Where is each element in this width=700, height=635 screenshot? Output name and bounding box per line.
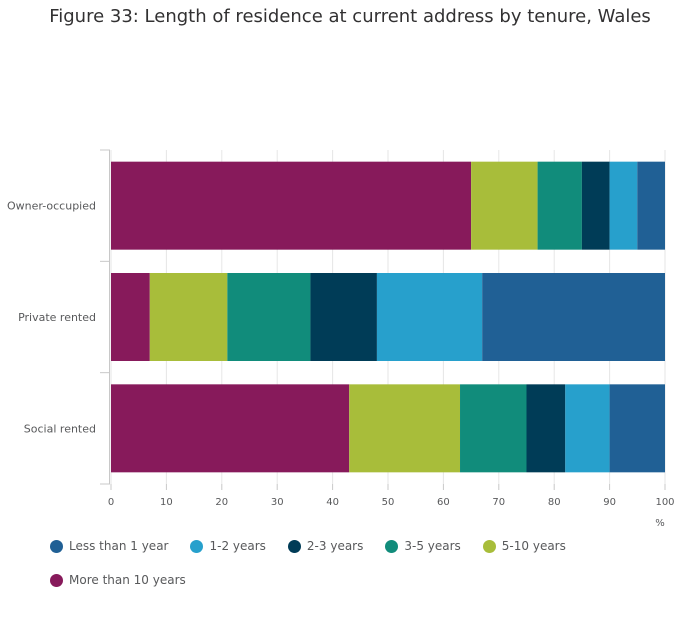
bar-private-rented-3-5-years[interactable] bbox=[227, 273, 311, 361]
x-tick-label: 20 bbox=[215, 497, 228, 508]
legend-label: 5-10 years bbox=[501, 539, 566, 553]
legend-label: 2-3 years bbox=[306, 539, 364, 553]
x-tick-label: 10 bbox=[160, 497, 173, 508]
legend-item[interactable]: Less than 1 year bbox=[50, 538, 168, 554]
x-tick-label: 80 bbox=[548, 497, 561, 508]
legend-swatch bbox=[287, 539, 301, 553]
x-tick-label: 90 bbox=[603, 497, 616, 508]
legend-swatch bbox=[50, 539, 63, 553]
legend-item[interactable]: 2-3 years bbox=[287, 538, 364, 554]
y-tick-label: Private rented bbox=[18, 311, 96, 324]
legend-item[interactable]: More than 10 years bbox=[50, 572, 186, 588]
bar-private-rented-less-than-1-year[interactable] bbox=[482, 273, 665, 361]
legend-swatch bbox=[482, 539, 496, 553]
x-tick-label: 60 bbox=[437, 497, 450, 508]
bar-social-rented-2-3-years[interactable] bbox=[526, 384, 566, 473]
bar-owner-occupied-3-5-years[interactable] bbox=[537, 161, 582, 250]
bar-owner-occupied-more-than-10-years[interactable] bbox=[111, 161, 472, 250]
legend-label: 1-2 years bbox=[209, 539, 266, 553]
bar-private-rented-more-than-10-years[interactable] bbox=[111, 273, 150, 361]
bar-social-rented-1-2-years[interactable] bbox=[565, 384, 610, 473]
bar-social-rented-3-5-years[interactable] bbox=[460, 384, 527, 473]
y-tick-label: Owner-occupied bbox=[7, 200, 96, 213]
legend-label: More than 10 years bbox=[69, 573, 186, 587]
bar-social-rented-more-than-10-years[interactable] bbox=[111, 384, 350, 473]
bar-owner-occupied-1-2-years[interactable] bbox=[609, 161, 638, 250]
legend-label: Less than 1 year bbox=[69, 539, 169, 553]
bar-private-rented-5-10-years[interactable] bbox=[149, 273, 228, 361]
bar-social-rented-less-than-1-year[interactable] bbox=[609, 384, 665, 473]
legend-label: 3-5 years bbox=[404, 539, 461, 553]
bar-private-rented-2-3-years[interactable] bbox=[310, 273, 377, 361]
x-tick-label: 50 bbox=[382, 497, 395, 508]
legend-item[interactable]: 1-2 years bbox=[190, 538, 266, 554]
bar-owner-occupied-less-than-1-year[interactable] bbox=[637, 161, 665, 250]
x-tick-label: 0 bbox=[108, 497, 114, 508]
legend-swatch bbox=[50, 573, 63, 587]
x-tick-label: 30 bbox=[271, 497, 284, 508]
y-tick-label: Social rented bbox=[24, 422, 96, 435]
bar-owner-occupied-5-10-years[interactable] bbox=[471, 161, 538, 250]
bar-owner-occupied-2-3-years[interactable] bbox=[581, 161, 610, 250]
x-tick-label: 40 bbox=[326, 497, 339, 508]
chart-title: Figure 33: Length of residence at curren… bbox=[49, 6, 651, 27]
legend-swatch bbox=[190, 539, 204, 553]
stacked-bar-chart: Owner-occupied Private rented Social rente… bbox=[7, 149, 675, 529]
bar-social-rented-5-10-years[interactable] bbox=[349, 384, 461, 473]
x-tick-label: 100 bbox=[655, 497, 674, 508]
x-axis-label: % bbox=[655, 518, 665, 529]
legend-item[interactable]: 5-10 years bbox=[482, 538, 566, 554]
legend-swatch bbox=[385, 539, 399, 553]
chart-legend: Less than 1 year 1-2 years 2-3 years 3-5 ye… bbox=[50, 538, 610, 588]
x-tick-label: 70 bbox=[492, 497, 505, 508]
legend-item[interactable]: 3-5 years bbox=[385, 538, 461, 554]
bar-private-rented-1-2-years[interactable] bbox=[376, 273, 483, 361]
